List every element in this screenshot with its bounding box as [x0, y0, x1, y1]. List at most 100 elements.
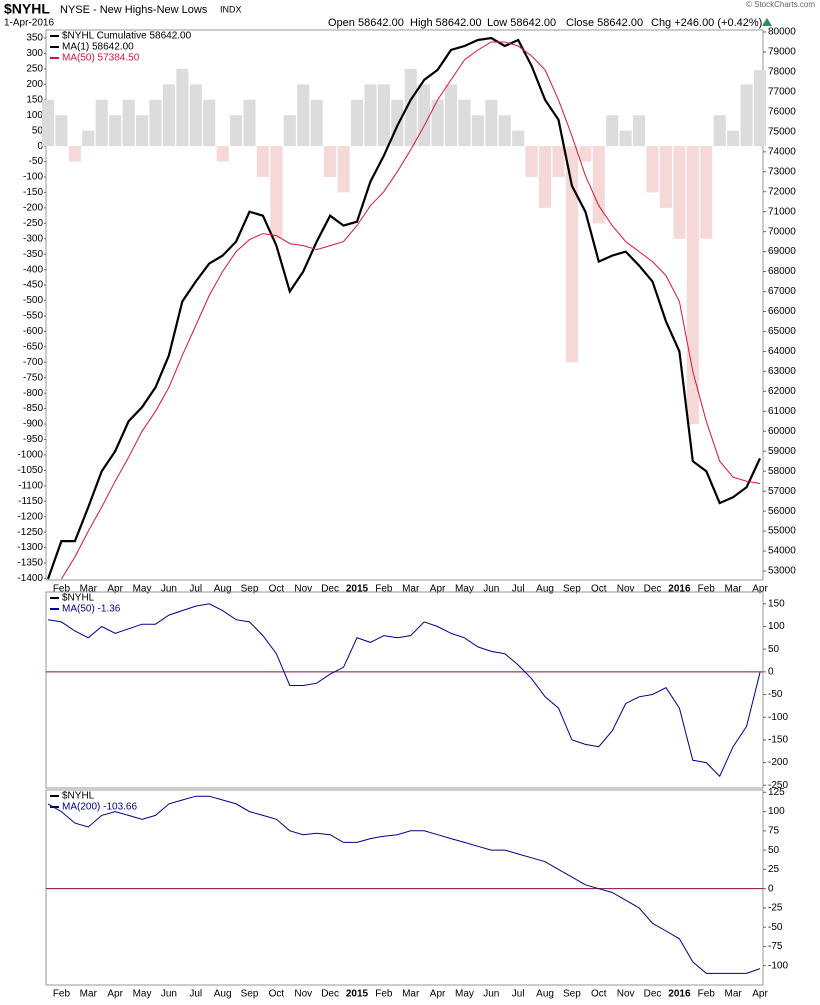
series-line	[46, 36, 761, 580]
y2-tick-label: 78000	[768, 67, 796, 78]
y-tick-label: -1200	[17, 511, 43, 522]
panel-frame	[45, 591, 764, 789]
daily-bar	[297, 84, 310, 147]
daily-bar	[727, 130, 740, 147]
x-tick-label: 2016	[668, 989, 691, 1000]
daily-bar	[686, 146, 699, 425]
quote: Close 58642.00	[566, 17, 643, 29]
y-tick-label: -150	[768, 735, 788, 746]
daily-bar	[149, 99, 162, 147]
daily-bar	[283, 115, 296, 147]
y-tick-label: -1100	[18, 480, 43, 491]
y-tick-label: -100	[768, 712, 788, 723]
quote: High 58642.00	[410, 17, 482, 29]
x-tick-label: Apr	[107, 989, 123, 1000]
daily-bar	[377, 84, 390, 147]
y2-tick-label: 59000	[768, 446, 796, 457]
y-tick-label: 0	[768, 883, 774, 894]
tag: INDX	[220, 4, 242, 14]
y-tick-label: -150	[23, 187, 43, 198]
credit: © StockCharts.com	[746, 0, 815, 9]
x-tick-label: Feb	[53, 584, 71, 595]
y2-tick-label: 71000	[768, 206, 796, 217]
subtitle: NYSE - New Highs-New Lows	[60, 4, 208, 16]
x-tick-label: Apr	[752, 584, 768, 595]
x-tick-label: May	[455, 989, 474, 1000]
y2-tick-label: 56000	[768, 506, 796, 517]
quote: Chg +246.00 (+0.42%)	[651, 17, 762, 29]
daily-bar	[418, 84, 431, 147]
daily-bar	[458, 99, 471, 147]
y2-tick-label: 66000	[768, 306, 796, 317]
daily-bar	[109, 115, 122, 147]
y-tick-label: 300	[26, 48, 43, 59]
daily-bar	[525, 146, 538, 177]
daily-bar	[646, 146, 659, 193]
y-tick-label: 100	[768, 806, 785, 817]
y-tick-label: -100	[23, 172, 43, 183]
legend-label: MA(50) 57384.50	[62, 53, 140, 64]
x-tick-label: Aug	[536, 584, 554, 595]
x-tick-label: 2016	[668, 584, 691, 595]
x-tick-label: 2015	[346, 989, 369, 1000]
daily-bar	[176, 68, 189, 147]
y2-tick-label: 67000	[768, 286, 796, 297]
y-tick-label: -750	[23, 372, 43, 383]
y2-tick-label: 77000	[768, 87, 796, 98]
daily-bar	[485, 99, 498, 147]
y-tick-label: -350	[23, 249, 43, 260]
daily-bar	[230, 115, 243, 147]
y-tick-label: -1250	[17, 527, 43, 538]
y-tick-label: -1000	[17, 450, 43, 461]
x-tick-label: Jun	[161, 584, 177, 595]
daily-bar	[606, 115, 619, 147]
y-tick-label: 100	[26, 110, 43, 121]
daily-bar	[270, 146, 283, 239]
daily-bar	[619, 130, 632, 147]
x-tick-label: 2015	[346, 584, 369, 595]
x-tick-label: Jul	[189, 989, 202, 1000]
y-tick-label: -100	[768, 960, 788, 971]
daily-bar	[552, 146, 565, 177]
x-tick-label: Dec	[321, 989, 339, 1000]
daily-bar	[55, 115, 68, 147]
daily-bar	[673, 146, 686, 239]
y-tick-label: -75	[768, 941, 783, 952]
y-tick-label: 150	[26, 94, 43, 105]
daily-bar	[579, 146, 592, 162]
x-tick-label: Nov	[294, 989, 312, 1000]
y2-tick-label: 54000	[768, 546, 796, 557]
x-tick-label: Mar	[80, 989, 98, 1000]
x-tick-label: Mar	[402, 584, 420, 595]
x-tick-label: May	[133, 584, 152, 595]
x-tick-label: Mar	[725, 584, 743, 595]
x-tick-label: Aug	[214, 584, 232, 595]
daily-bar	[364, 84, 377, 147]
x-tick-label: Nov	[617, 584, 635, 595]
x-tick-label: Jul	[189, 584, 202, 595]
y-tick-label: 50	[768, 845, 780, 856]
y-tick-label: -800	[23, 388, 43, 399]
x-tick-label: Jul	[512, 989, 525, 1000]
y-tick-label: -900	[23, 419, 43, 430]
daily-bar	[740, 84, 753, 147]
y-tick-label: -50	[768, 922, 783, 933]
y-tick-label: -850	[23, 403, 43, 414]
x-tick-label: Feb	[53, 989, 71, 1000]
x-tick-label: Nov	[294, 584, 312, 595]
x-tick-label: Oct	[591, 989, 607, 1000]
x-tick-label: May	[455, 584, 474, 595]
x-tick-label: Sep	[563, 584, 581, 595]
daily-bar	[471, 115, 484, 147]
x-tick-label: Apr	[430, 584, 446, 595]
up-arrow	[762, 18, 772, 26]
y-tick-label: -400	[23, 264, 43, 275]
daily-bar	[216, 146, 229, 162]
y-tick-label: -500	[23, 295, 43, 306]
legend-title: $NYHL	[62, 791, 95, 802]
y-tick-label: -550	[23, 311, 43, 322]
y2-tick-label: 73000	[768, 166, 796, 177]
y-tick-label: -1050	[17, 465, 43, 476]
x-tick-label: Jun	[483, 989, 499, 1000]
y2-tick-label: 75000	[768, 126, 796, 137]
